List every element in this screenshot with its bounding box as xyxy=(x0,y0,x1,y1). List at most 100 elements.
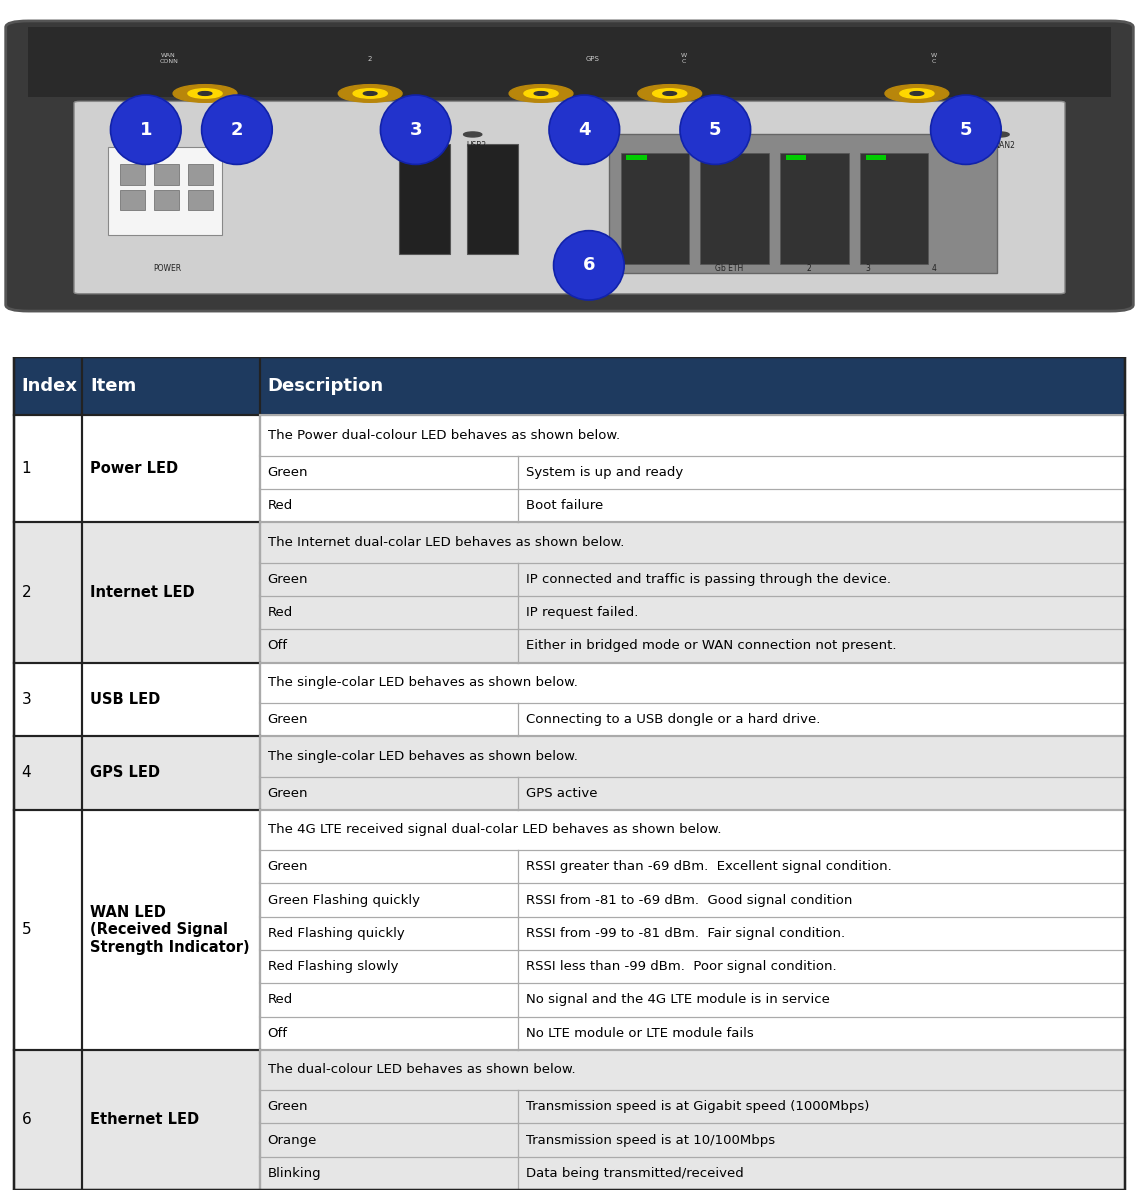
Text: 6: 6 xyxy=(22,1113,32,1127)
Ellipse shape xyxy=(549,95,620,164)
Ellipse shape xyxy=(202,95,272,164)
Bar xyxy=(518,1090,1125,1123)
Bar xyxy=(154,189,179,211)
Bar xyxy=(260,950,518,983)
Bar xyxy=(82,1050,260,1190)
Text: Either in bridged mode or WAN connection not present.: Either in bridged mode or WAN connection… xyxy=(526,639,896,652)
Text: GPS LED: GPS LED xyxy=(90,765,159,781)
Bar xyxy=(82,810,260,1050)
Text: Red: Red xyxy=(268,994,293,1007)
Circle shape xyxy=(363,92,377,95)
Circle shape xyxy=(173,84,237,102)
Bar xyxy=(467,144,518,255)
Text: Off: Off xyxy=(268,1027,288,1040)
Ellipse shape xyxy=(680,95,751,164)
Bar xyxy=(518,489,1125,522)
Bar xyxy=(260,1090,518,1123)
Text: WAN LED
(Received Signal
Strength Indicator): WAN LED (Received Signal Strength Indica… xyxy=(90,904,249,954)
Bar xyxy=(260,703,518,737)
Text: Transmission speed is at 10/100Mbps: Transmission speed is at 10/100Mbps xyxy=(526,1134,776,1147)
Bar xyxy=(866,155,886,159)
Text: W
C: W C xyxy=(680,54,687,64)
Bar xyxy=(518,630,1125,663)
Text: 1: 1 xyxy=(22,462,31,476)
Bar xyxy=(260,777,518,810)
Text: Red Flashing slowly: Red Flashing slowly xyxy=(268,960,399,973)
Circle shape xyxy=(583,132,601,137)
Text: Red Flashing quickly: Red Flashing quickly xyxy=(268,927,404,940)
Text: Off: Off xyxy=(268,639,288,652)
Bar xyxy=(260,983,518,1016)
Text: 4: 4 xyxy=(932,264,936,273)
Bar xyxy=(82,415,260,522)
Bar xyxy=(260,1157,518,1190)
Circle shape xyxy=(910,92,924,95)
Circle shape xyxy=(390,132,408,137)
Bar xyxy=(518,703,1125,737)
Bar xyxy=(14,415,82,522)
Bar xyxy=(82,522,260,663)
Bar xyxy=(626,155,647,159)
Text: The Power dual-colour LED behaves as shown below.: The Power dual-colour LED behaves as sho… xyxy=(268,430,620,443)
Text: No LTE module or LTE module fails: No LTE module or LTE module fails xyxy=(526,1027,754,1040)
Ellipse shape xyxy=(931,95,1001,164)
Text: 4: 4 xyxy=(579,120,590,139)
Bar xyxy=(188,164,213,184)
Text: Blinking: Blinking xyxy=(268,1167,321,1179)
Bar xyxy=(609,134,997,274)
Text: 6: 6 xyxy=(583,256,595,275)
Circle shape xyxy=(128,132,146,137)
Bar xyxy=(260,357,1125,415)
Text: Green Flashing quickly: Green Flashing quickly xyxy=(268,894,419,907)
Bar xyxy=(518,1157,1125,1190)
Bar xyxy=(518,950,1125,983)
Text: WAN1: WAN1 xyxy=(698,140,721,150)
Text: 4: 4 xyxy=(22,765,31,781)
Bar xyxy=(14,737,82,810)
Bar xyxy=(260,522,1125,563)
Bar xyxy=(518,596,1125,630)
Circle shape xyxy=(900,89,934,99)
Bar xyxy=(518,883,1125,916)
Circle shape xyxy=(338,84,402,102)
FancyBboxPatch shape xyxy=(74,101,1065,294)
Bar xyxy=(518,916,1125,950)
Bar xyxy=(786,155,806,159)
Text: 2: 2 xyxy=(806,264,811,273)
Text: Gb ETH: Gb ETH xyxy=(715,264,743,273)
Bar xyxy=(706,155,727,159)
FancyBboxPatch shape xyxy=(6,21,1133,311)
Text: INTERNET: INTERNET xyxy=(223,140,262,150)
Text: GPS: GPS xyxy=(588,140,604,150)
Text: WAN
CONN: WAN CONN xyxy=(159,54,178,64)
Bar xyxy=(120,164,145,184)
Circle shape xyxy=(534,92,548,95)
Text: Green: Green xyxy=(268,860,309,873)
Text: Item: Item xyxy=(90,377,137,395)
Bar xyxy=(260,916,518,950)
Text: 3: 3 xyxy=(410,120,421,139)
Text: The single-colar LED behaves as shown below.: The single-colar LED behaves as shown be… xyxy=(268,750,577,763)
Text: RSSI from -99 to -81 dBm.  Fair signal condition.: RSSI from -99 to -81 dBm. Fair signal co… xyxy=(526,927,845,940)
Bar xyxy=(260,456,518,489)
Bar xyxy=(260,1050,1125,1090)
Circle shape xyxy=(991,132,1009,137)
Circle shape xyxy=(885,84,949,102)
Bar xyxy=(621,154,689,264)
Text: Connecting to a USB dongle or a hard drive.: Connecting to a USB dongle or a hard dri… xyxy=(526,713,820,726)
Circle shape xyxy=(638,84,702,102)
Text: Ethernet LED: Ethernet LED xyxy=(90,1113,199,1127)
Text: 5: 5 xyxy=(710,120,721,139)
Text: USB LED: USB LED xyxy=(90,691,161,707)
Bar xyxy=(260,850,518,883)
Bar xyxy=(14,810,82,1050)
Text: The 4G LTE received signal dual-colar LED behaves as shown below.: The 4G LTE received signal dual-colar LE… xyxy=(268,823,721,837)
Text: Transmission speed is at Gigabit speed (1000Mbps): Transmission speed is at Gigabit speed (… xyxy=(526,1101,869,1114)
Bar xyxy=(14,522,82,663)
Text: No signal and the 4G LTE module is in service: No signal and the 4G LTE module is in se… xyxy=(526,994,830,1007)
Text: RSSI from -81 to -69 dBm.  Good signal condition: RSSI from -81 to -69 dBm. Good signal co… xyxy=(526,894,853,907)
Bar xyxy=(108,148,222,236)
Circle shape xyxy=(695,132,713,137)
Text: 2: 2 xyxy=(368,56,372,62)
Bar xyxy=(260,596,518,630)
